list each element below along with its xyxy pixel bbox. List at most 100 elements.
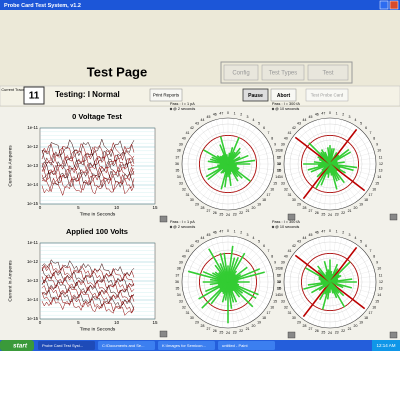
polar-label: 11 bbox=[277, 155, 281, 159]
polar-label: 12 bbox=[379, 280, 383, 284]
polar-dot bbox=[169, 225, 173, 229]
trace bbox=[41, 156, 135, 176]
pause-label: Pause bbox=[248, 93, 263, 99]
polar-label: 38 bbox=[279, 149, 283, 153]
nav-button-label: Test bbox=[322, 71, 333, 77]
polar-label: 19 bbox=[257, 320, 261, 324]
trace bbox=[41, 289, 135, 310]
plot-icon bbox=[287, 213, 296, 221]
polar-label: 27 bbox=[309, 209, 313, 213]
polar-label: 1 bbox=[234, 229, 236, 233]
polar-time: @ 2 seconds bbox=[173, 225, 195, 229]
pause-button[interactable] bbox=[242, 88, 269, 102]
polar-label: 19 bbox=[359, 202, 363, 206]
polar-label: 2 bbox=[342, 231, 344, 235]
polar-pass: Pass : I = 300 fA bbox=[272, 220, 300, 224]
polar-bar bbox=[329, 128, 358, 165]
polar-label: 45 bbox=[207, 115, 211, 119]
polar-label: 6 bbox=[263, 126, 265, 130]
task-item[interactable] bbox=[218, 341, 275, 350]
polar-label: 32 bbox=[284, 305, 288, 309]
y-tick-label: 1e-13 bbox=[27, 278, 39, 283]
polar-label: 1 bbox=[234, 111, 236, 115]
polar-label: 40 bbox=[182, 254, 186, 258]
nav-button[interactable] bbox=[307, 64, 349, 81]
polar-label: 34 bbox=[177, 293, 181, 297]
polar-label: 8 bbox=[271, 136, 273, 140]
polar-label: 30 bbox=[292, 316, 296, 320]
nav-button[interactable] bbox=[223, 64, 259, 81]
polar-label: 44 bbox=[201, 118, 205, 122]
polar-label: 38 bbox=[177, 267, 181, 271]
polar-spoke bbox=[227, 151, 273, 165]
polar-label: 40 bbox=[284, 254, 288, 258]
polar-label: 14 bbox=[377, 293, 381, 297]
trace bbox=[41, 262, 135, 282]
task-item[interactable] bbox=[158, 341, 215, 350]
polar-spoke bbox=[287, 281, 331, 300]
polar-label: 25 bbox=[321, 212, 325, 216]
plot-icon bbox=[389, 213, 398, 221]
plot-icon bbox=[287, 331, 296, 339]
title-bar bbox=[0, 0, 400, 10]
polar-time: @ 10 seconds bbox=[275, 107, 299, 111]
polar-bar bbox=[327, 147, 331, 165]
close-button[interactable] bbox=[389, 0, 399, 10]
polar-label: 7 bbox=[369, 131, 371, 135]
polar-label: 24 bbox=[328, 331, 332, 335]
polar-label: 1 bbox=[336, 229, 338, 233]
polar-label: 13 bbox=[277, 169, 281, 173]
polar-bar bbox=[329, 163, 366, 192]
probe-label: Test Probe Card bbox=[311, 93, 344, 98]
polar-label: 22 bbox=[341, 211, 345, 215]
polar-label: 41 bbox=[186, 131, 190, 135]
polar-spoke bbox=[329, 281, 376, 289]
polar-label: 43 bbox=[297, 239, 301, 243]
polar-label: 27 bbox=[309, 327, 313, 331]
polar-label: 5 bbox=[360, 121, 362, 125]
polar-label: 31 bbox=[288, 311, 292, 315]
polar-label: 40 bbox=[182, 136, 186, 140]
polar-label: 13 bbox=[379, 287, 383, 291]
polar-label: 20 bbox=[252, 324, 256, 328]
polar-label: 43 bbox=[195, 239, 199, 243]
polar-label: 39 bbox=[281, 260, 285, 264]
task-item[interactable] bbox=[38, 341, 95, 350]
plot-title: 0 Voltage Test bbox=[72, 112, 122, 121]
maximize-button[interactable] bbox=[379, 0, 389, 10]
nav-button[interactable] bbox=[261, 64, 305, 81]
x-tick-label: 10 bbox=[114, 205, 120, 210]
polar-label: 43 bbox=[195, 121, 199, 125]
x-tick-label: 15 bbox=[152, 320, 158, 325]
task-item-label: untitled - Paint bbox=[222, 343, 248, 348]
task-item-label: K:\Images for Semicon... bbox=[162, 343, 206, 348]
y-axis-label: Current in Amperes bbox=[7, 145, 13, 187]
trace bbox=[41, 138, 135, 158]
polar-label: 8 bbox=[373, 254, 375, 258]
polar-label: 22 bbox=[341, 329, 345, 333]
trace-box bbox=[23, 86, 45, 105]
print-label: Print Reports bbox=[153, 93, 180, 98]
probe-button[interactable] bbox=[305, 88, 349, 102]
polar-bar bbox=[201, 281, 229, 309]
polar-label: 15 bbox=[273, 181, 277, 185]
polar-label: 29 bbox=[297, 202, 301, 206]
polar-label: 19 bbox=[257, 202, 261, 206]
polar-label: 30 bbox=[292, 198, 296, 202]
polar-label: 45 bbox=[309, 233, 313, 237]
polar-label: 23 bbox=[335, 212, 339, 216]
polar-label: 26 bbox=[315, 329, 319, 333]
y-tick-label: 1e-14 bbox=[27, 182, 39, 187]
start-button[interactable] bbox=[0, 340, 34, 351]
x-tick-label: 15 bbox=[152, 205, 158, 210]
abort-button[interactable] bbox=[270, 88, 297, 102]
trace bbox=[41, 149, 135, 168]
polar-label: 2 bbox=[240, 231, 242, 235]
task-item[interactable] bbox=[98, 341, 155, 350]
print-button[interactable] bbox=[149, 88, 183, 102]
button-group bbox=[220, 61, 353, 84]
polar-label: 2 bbox=[342, 113, 344, 117]
y-tick-label: 1e-13 bbox=[27, 163, 39, 168]
polar-spoke bbox=[329, 151, 375, 165]
